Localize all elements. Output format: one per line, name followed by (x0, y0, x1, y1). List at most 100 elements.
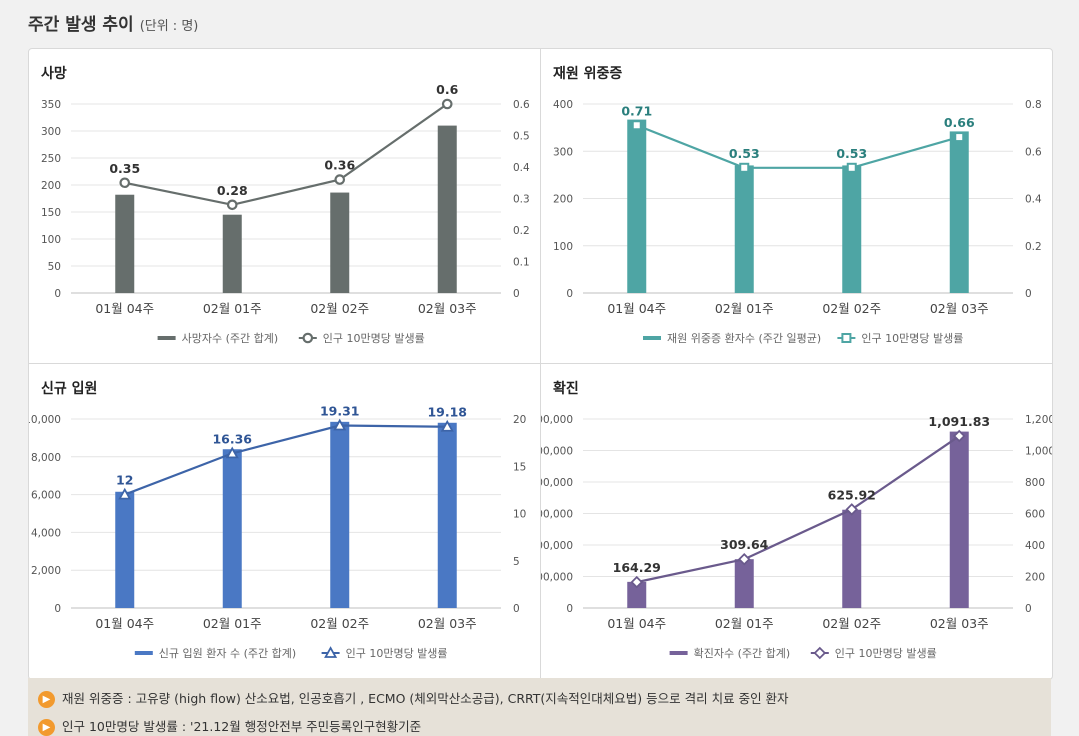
bar (437, 422, 457, 608)
line-marker (846, 162, 857, 173)
y-left-tick-label: 6,000 (31, 490, 61, 502)
bar (627, 119, 647, 293)
data-label: 16.36 (212, 431, 252, 446)
y-right-tick-label: 400 (1025, 540, 1045, 552)
y-right-tick-label: 0 (513, 288, 520, 300)
x-tick-label: 02월 01주 (203, 616, 262, 631)
x-tick-label: 01월 04주 (95, 301, 154, 316)
x-tick-label: 02월 03주 (418, 616, 477, 631)
y-right-tick-label: 0.8 (1025, 99, 1042, 111)
bar (222, 449, 242, 608)
critical-chart: 0 100 200 300 400 0 0.2 0.4 0.6 0.8 01월 04주 02월 01주… (553, 99, 1042, 345)
note-rate-basis: ▶ 인구 10만명당 발생률 : '21.12월 행정안전부 주민등록인구현황기준 (38, 716, 421, 736)
line-marker (226, 199, 238, 211)
y-left-tick-label: 300 (553, 146, 573, 158)
y-left-tick-label: 100 (41, 234, 61, 246)
y-right-tick-label: 0.6 (513, 99, 530, 111)
y-left-tick-label: 0 (54, 288, 61, 300)
data-label: 0.28 (217, 183, 248, 198)
x-tick-label: 02월 02주 (822, 616, 881, 631)
chart-panel-deaths: 사망 0 50 100 150 200 250 300 350 0 0.1 0.2 0.3 0.4 0.5… (29, 49, 541, 364)
bar (949, 131, 969, 293)
y-right-tick-label: 0.2 (513, 225, 530, 237)
chart-board: 사망 0 50 100 150 200 250 300 350 0 0.1 0.2 0.3 0.4 0.5… (28, 48, 1053, 680)
chart-title: 신규 입원 (41, 381, 98, 397)
x-tick-label: 02월 03주 (930, 301, 989, 316)
bar (330, 192, 350, 293)
y-right-tick-label: 800 (1025, 477, 1045, 489)
bar (734, 559, 754, 608)
page-title: 주간 발생 추이 (단위 : 명) (28, 10, 198, 35)
y-right-tick-label: 200 (1025, 572, 1045, 584)
line-marker (334, 174, 346, 185)
series-line (124, 103, 448, 206)
data-label: 164.29 (613, 560, 661, 575)
line-marker (952, 429, 966, 443)
y-left-tick-label: 300,000 (541, 509, 573, 521)
y-left-tick-label: 0 (54, 603, 61, 615)
legend-bar-swatch (134, 651, 153, 655)
series-line (636, 435, 960, 584)
legend-bar-swatch (157, 336, 176, 340)
legend-label: 인구 10만명당 발생률 (323, 332, 425, 345)
x-tick-label: 02월 02주 (310, 616, 369, 631)
data-label: 0.53 (729, 146, 760, 161)
x-tick-label: 02월 01주 (203, 301, 262, 316)
chart-title: 재원 위중증 (553, 66, 623, 82)
legend-label: 재원 위중증 환자수 (주간 일평균) (667, 331, 821, 345)
y-right-tick-label: 5 (513, 556, 520, 568)
y-left-tick-label: 400 (553, 99, 573, 111)
series-line (124, 424, 448, 496)
y-left-tick-label: 10,000 (29, 414, 61, 426)
y-left-tick-label: 250 (41, 153, 61, 165)
speaker-icon: ▶ (38, 719, 55, 736)
x-tick-label: 02월 02주 (310, 301, 369, 316)
line-marker (324, 646, 338, 658)
bar (627, 581, 647, 608)
line-marker (118, 487, 132, 500)
y-left-tick-label: 50 (48, 261, 61, 273)
data-label: 309.64 (720, 537, 769, 552)
bar (842, 165, 862, 293)
bar (437, 125, 457, 293)
admissions-chart: 0 2,000 4,000 6,000 8,000 10,000 0 5 10 15 20 01월 0… (29, 404, 526, 660)
data-label: 0.66 (944, 115, 975, 130)
speaker-icon: ▶ (38, 691, 55, 708)
line-marker (441, 98, 453, 110)
legend-label: 인구 10만명당 발생률 (835, 647, 937, 660)
y-right-tick-label: 0.4 (1025, 194, 1042, 206)
data-label: 19.18 (427, 405, 467, 420)
series-line (636, 124, 960, 169)
line-marker (737, 552, 751, 566)
y-right-tick-label: 1,200 (1025, 414, 1052, 426)
note-text: 재원 위중증 : 고유량 (high flow) 산소요법, 인공호흡기 , E… (62, 691, 789, 706)
y-right-tick-label: 1,000 (1025, 446, 1052, 458)
legend-label: 확진자수 (주간 합계) (694, 647, 791, 660)
y-left-tick-label: 600,000 (541, 414, 573, 426)
y-right-tick-label: 0.4 (513, 162, 530, 174)
y-left-tick-label: 350 (41, 99, 61, 111)
y-left-tick-label: 200 (553, 194, 573, 206)
data-label: 19.31 (320, 404, 360, 419)
note-text: 인구 10만명당 발생률 : '21.12월 행정안전부 주민등록인구현황기준 (62, 719, 422, 734)
data-label: 625.92 (828, 487, 876, 502)
y-right-tick-label: 0.2 (1025, 241, 1042, 253)
line-marker (739, 162, 750, 173)
bar (734, 165, 754, 293)
chart-panel-confirmed: 확진 0 100,000 200,000 300,000 400,000 500,000 6… (541, 364, 1052, 678)
data-label: 12 (116, 473, 133, 488)
y-right-tick-label: 0 (513, 603, 520, 615)
y-left-tick-label: 0 (566, 288, 573, 300)
page-unit: (단위 : 명) (139, 19, 199, 34)
x-tick-label: 02월 01주 (715, 616, 774, 631)
y-right-tick-label: 0 (1025, 288, 1032, 300)
note-critical-definition: ▶ 재원 위중증 : 고유량 (high flow) 산소요법, 인공호흡기 , … (38, 688, 789, 708)
y-left-tick-label: 0 (566, 603, 573, 615)
page-title-text: 주간 발생 추이 (28, 15, 134, 35)
y-left-tick-label: 300 (41, 126, 61, 138)
y-left-tick-label: 100,000 (541, 572, 573, 584)
data-label: 0.36 (324, 158, 355, 173)
bar (330, 421, 350, 608)
legend-label: 인구 10만명당 발생률 (861, 332, 963, 345)
data-label: 1,091.83 (928, 414, 990, 429)
